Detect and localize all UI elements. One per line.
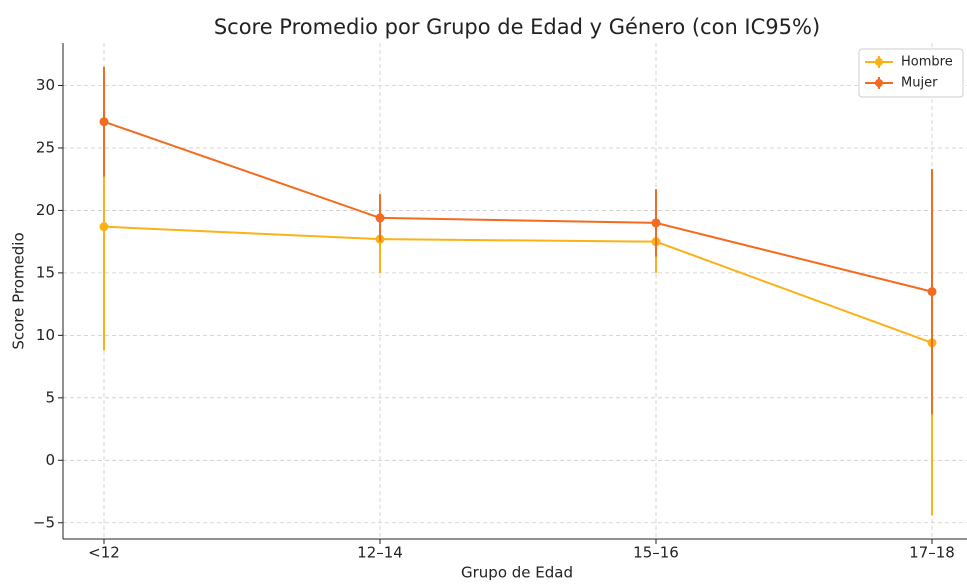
legend-label: Hombre bbox=[901, 55, 953, 70]
y-tick-label: 5 bbox=[45, 388, 55, 406]
legend: Hombre Mujer bbox=[858, 48, 964, 98]
series-line bbox=[103, 225, 933, 344]
legend-marker bbox=[875, 58, 883, 66]
y-tick-label: 15 bbox=[36, 263, 55, 281]
x-tick-label: 17–18 bbox=[909, 544, 955, 562]
y-axis-label: Score Promedio bbox=[10, 232, 28, 349]
y-tick-label: 25 bbox=[36, 138, 55, 156]
data-point bbox=[375, 213, 385, 223]
y-tick-label: 0 bbox=[45, 451, 55, 469]
data-point bbox=[927, 287, 937, 297]
series-line bbox=[103, 120, 933, 293]
y-tick-label: 30 bbox=[36, 76, 55, 94]
y-tick-label: −5 bbox=[33, 513, 55, 531]
x-axis-label: Grupo de Edad bbox=[461, 564, 573, 581]
data-point bbox=[651, 218, 661, 228]
data-point bbox=[99, 117, 109, 127]
chart-title: Score Promedio por Grupo de Edad y Géner… bbox=[214, 15, 820, 39]
legend-label: Mujer bbox=[901, 76, 938, 91]
data-point bbox=[99, 222, 109, 232]
x-tick-label: 15–16 bbox=[633, 544, 679, 562]
x-tick-label: <12 bbox=[88, 544, 120, 562]
y-tick-label: 20 bbox=[36, 201, 55, 219]
y-tick-label: 10 bbox=[36, 326, 55, 344]
x-tick-label: 12–14 bbox=[357, 544, 403, 562]
legend-marker bbox=[875, 79, 883, 87]
